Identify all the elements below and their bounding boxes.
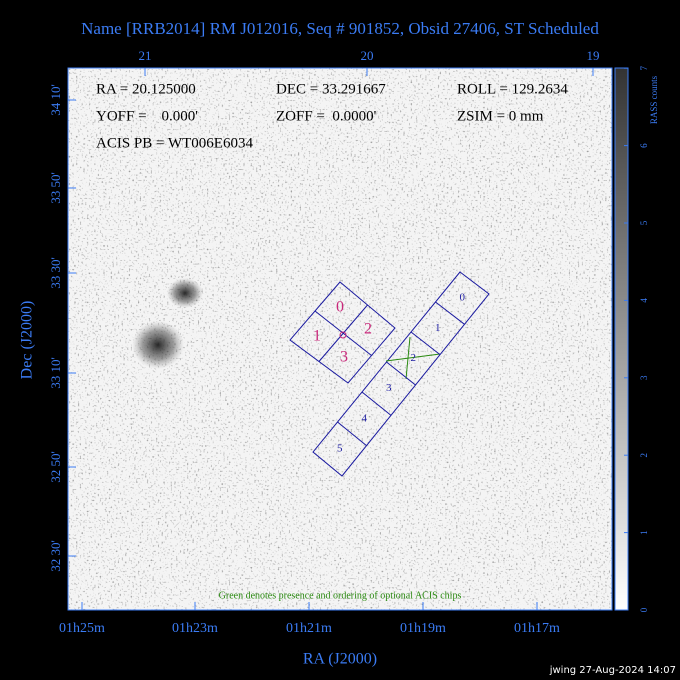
footer: jwing 27-Aug-2024 14:07 (549, 665, 676, 676)
info-text: ZSIM = 0 mm (457, 108, 544, 124)
info-text: RA = 20.125000 (96, 81, 196, 97)
y-label: Dec (J2000) (19, 301, 36, 380)
left-tick-label: 32 50' (48, 451, 63, 483)
note: Green denotes presence and ordering of o… (219, 590, 462, 601)
plot-frame (67, 67, 613, 611)
info-text: ZOFF = 0.0000' (276, 108, 377, 124)
x-label: RA (J2000) (303, 651, 377, 668)
left-tick-label: 33 10' (48, 357, 63, 389)
acis-i-array (289, 281, 396, 384)
colorbar-tick-label: 0 (639, 607, 649, 612)
acis-s-chip-label: 3 (386, 382, 392, 394)
info-text: ROLL = 129.2634 (457, 81, 568, 97)
source-blob (132, 321, 184, 369)
chip-divider (435, 301, 465, 325)
chip-divider (410, 331, 441, 356)
colorbar (614, 67, 629, 611)
acis-s-chip-label: 0 (460, 292, 466, 304)
left-tick-label: 33 30' (48, 257, 63, 289)
acis-s-chip-label: 5 (337, 442, 343, 454)
acis-s-chip-label: 1 (435, 322, 441, 334)
chip-divider (361, 391, 392, 416)
title: Name [RRB2014] RM J012016, Seq # 901852,… (81, 19, 599, 38)
acis-i-chip-label: 3 (340, 349, 348, 366)
bottom-tick-label: 01h19m (400, 621, 446, 636)
acis-i-chip-label: 1 (313, 328, 321, 345)
bottom-tick-label: 01h25m (59, 621, 105, 636)
bottom-tick-label: 01h17m (514, 621, 560, 636)
colorbar-tick-label: 3 (639, 375, 649, 380)
chip-divider (337, 421, 367, 447)
acis-i-chip-label: 0 (336, 299, 344, 316)
colorbar-tick-label: 6 (639, 143, 649, 148)
acis-s-chip-label: 4 (362, 412, 368, 424)
top-tick-label: 20 (361, 48, 374, 63)
info-text: YOFF = 0.000' (96, 108, 198, 124)
colorbar-label: RASS counts (649, 75, 659, 124)
source-blob (167, 278, 203, 308)
bottom-tick-label: 01h23m (172, 621, 218, 636)
colorbar-tick-label: 7 (639, 65, 649, 70)
left-tick-label: 34 10' (48, 84, 63, 116)
acis-i-chip-label: 2 (364, 321, 372, 338)
chip-divider (386, 361, 416, 386)
colorbar-tick-label: 1 (639, 530, 649, 535)
bottom-tick-label: 01h21m (286, 621, 332, 636)
optional-chip-marker (385, 336, 441, 380)
info-text: DEC = 33.291667 (276, 81, 386, 97)
colorbar-tick-label: 5 (639, 220, 649, 225)
colorbar-tick-label: 2 (639, 453, 649, 458)
left-tick-label: 33 50' (48, 172, 63, 204)
top-tick-label: 19 (587, 48, 600, 63)
left-tick-label: 32 30' (48, 540, 63, 572)
acis-s-chip-label: 2 (411, 352, 417, 364)
info-text: ACIS PB = WT006E6034 (96, 135, 253, 151)
top-tick-label: 21 (139, 48, 152, 63)
colorbar-tick-label: 4 (639, 298, 649, 303)
aimpoint (339, 331, 347, 339)
